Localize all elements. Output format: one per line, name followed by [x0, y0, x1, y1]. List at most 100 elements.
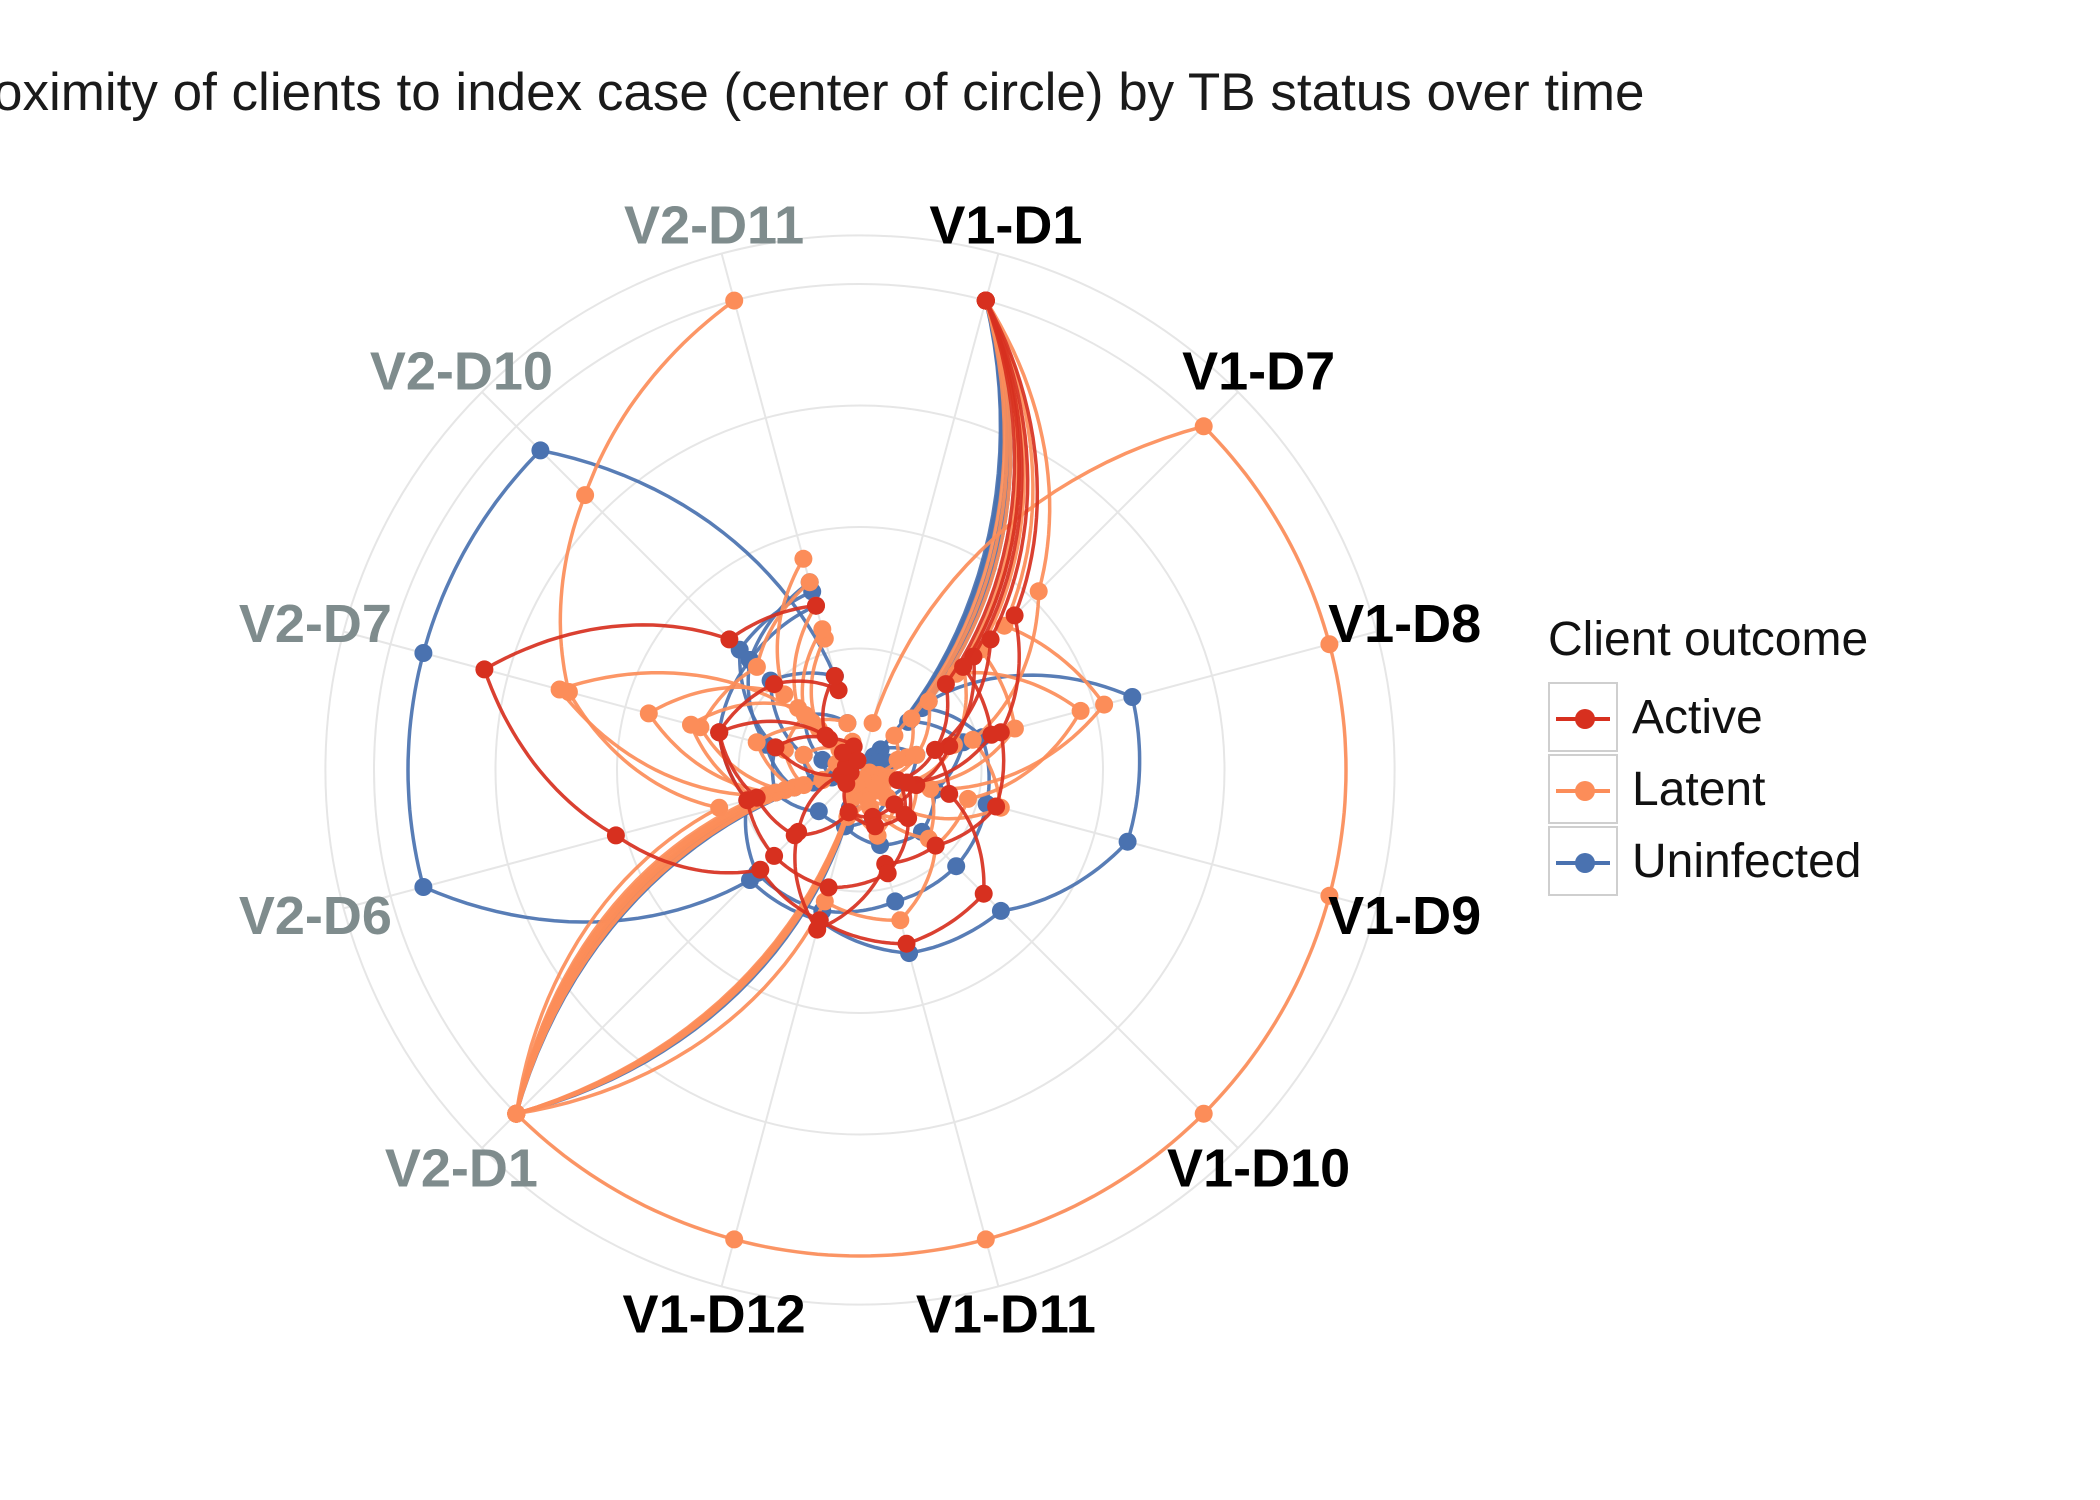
data-point: [1005, 719, 1024, 738]
data-point: [981, 630, 1000, 649]
data-point: [897, 934, 916, 953]
legend-point-icon: [1575, 709, 1595, 729]
data-point: [414, 644, 433, 662]
data-point: [1194, 417, 1213, 436]
axis-label-v2-d7: V2-D7: [239, 594, 392, 654]
legend-point-icon: [1575, 781, 1595, 801]
data-point: [785, 826, 804, 845]
data-point: [576, 486, 595, 505]
series-active: [710, 291, 1021, 897]
data-point: [866, 817, 885, 836]
legend-item-active: Active: [1548, 681, 1868, 753]
data-point: [1095, 695, 1114, 714]
data-point: [954, 657, 973, 676]
data-point: [531, 441, 550, 460]
legend: Client outcome Active Latent Uninfected: [1548, 612, 1868, 897]
data-point: [639, 704, 658, 723]
data-point: [810, 911, 829, 930]
data-point: [891, 911, 910, 930]
series-line: [717, 299, 1021, 890]
data-point: [825, 667, 844, 686]
chart-title: Proximity of clients to index case (cent…: [0, 63, 1645, 122]
legend-key-uninfected: [1548, 826, 1618, 896]
data-point: [747, 733, 766, 752]
data-point: [926, 740, 945, 759]
legend-item-latent: Latent: [1548, 753, 1868, 825]
legend-label-latent: Latent: [1632, 762, 1766, 816]
data-point: [959, 789, 977, 808]
data-point: [888, 750, 907, 769]
data-point: [765, 846, 784, 865]
data-point: [838, 714, 857, 733]
axis-label-v1-d7: V1-D7: [1182, 341, 1335, 401]
data-point: [725, 1230, 744, 1249]
data-point: [682, 715, 700, 734]
data-point: [807, 596, 825, 615]
axis-label-v1-d9: V1-D9: [1328, 886, 1481, 946]
grid-ring: [616, 526, 1104, 1014]
grid-spoke: [859, 253, 1000, 771]
axis-label-v1-d8: V1-D8: [1328, 594, 1481, 654]
data-point: [475, 660, 494, 679]
data-point: [1071, 701, 1090, 720]
data-point: [800, 573, 819, 592]
data-point: [1320, 886, 1339, 905]
legend-item-uninfected: Uninfected: [1548, 825, 1868, 897]
data-point: [848, 751, 867, 770]
data-point: [1029, 582, 1048, 601]
data-point: [813, 620, 832, 639]
data-point: [886, 892, 905, 911]
data-point: [765, 675, 784, 694]
series-line: [482, 299, 1030, 946]
series-line: [772, 299, 1040, 932]
data-point: [1123, 688, 1142, 706]
axis-label-v2-d10: V2-D10: [370, 341, 553, 401]
series-line: [513, 300, 1013, 1117]
legend-key-latent: [1548, 754, 1618, 824]
data-point: [897, 773, 916, 792]
legend-key-active: [1548, 682, 1618, 752]
data-point: [963, 730, 982, 749]
grid-ring: [324, 234, 1396, 1306]
data-point: [751, 860, 770, 879]
axis-label-v2-d1: V2-D1: [385, 1139, 538, 1199]
data-point: [1320, 635, 1339, 654]
data-point: [796, 706, 814, 724]
data-point: [982, 725, 1001, 744]
series-line: [717, 300, 1017, 838]
data-point: [829, 681, 848, 700]
data-point: [976, 1230, 995, 1249]
series-line: [406, 300, 1142, 955]
data-point: [839, 803, 858, 822]
legend-title: Client outcome: [1548, 613, 1869, 666]
legend-label-uninfected: Uninfected: [1632, 834, 1862, 888]
data-point: [710, 723, 729, 742]
data-point: [720, 630, 739, 649]
data-point: [794, 745, 813, 764]
data-point: [974, 884, 993, 903]
data-point: [940, 784, 959, 803]
data-point: [747, 657, 766, 676]
data-point: [885, 726, 904, 745]
data-point: [819, 878, 838, 897]
data-point: [809, 802, 828, 821]
grid-spoke: [720, 769, 861, 1287]
data-point: [1194, 1104, 1213, 1123]
axis-labels: V1-D1 V1-D7 V1-D8 V1-D9 V1-D10 V1-D11 V1-D12 V2…: [239, 195, 1481, 1344]
data-point: [725, 291, 744, 310]
data-point: [507, 1104, 526, 1123]
grid-ring: [494, 404, 1226, 1136]
data-point: [899, 809, 918, 828]
data-point: [991, 901, 1010, 920]
series-active: [475, 291, 1030, 953]
data-point: [926, 836, 945, 855]
data-point: [987, 797, 1006, 816]
data-point: [766, 738, 785, 757]
axis-label-v2-d11: V2-D11: [624, 195, 804, 255]
data-point: [813, 750, 832, 769]
data-point: [947, 857, 966, 876]
axis-label-v1-d1: V1-D1: [929, 195, 1082, 255]
data-point: [794, 549, 813, 568]
data-point: [936, 675, 955, 694]
series-line: [513, 299, 1107, 1117]
